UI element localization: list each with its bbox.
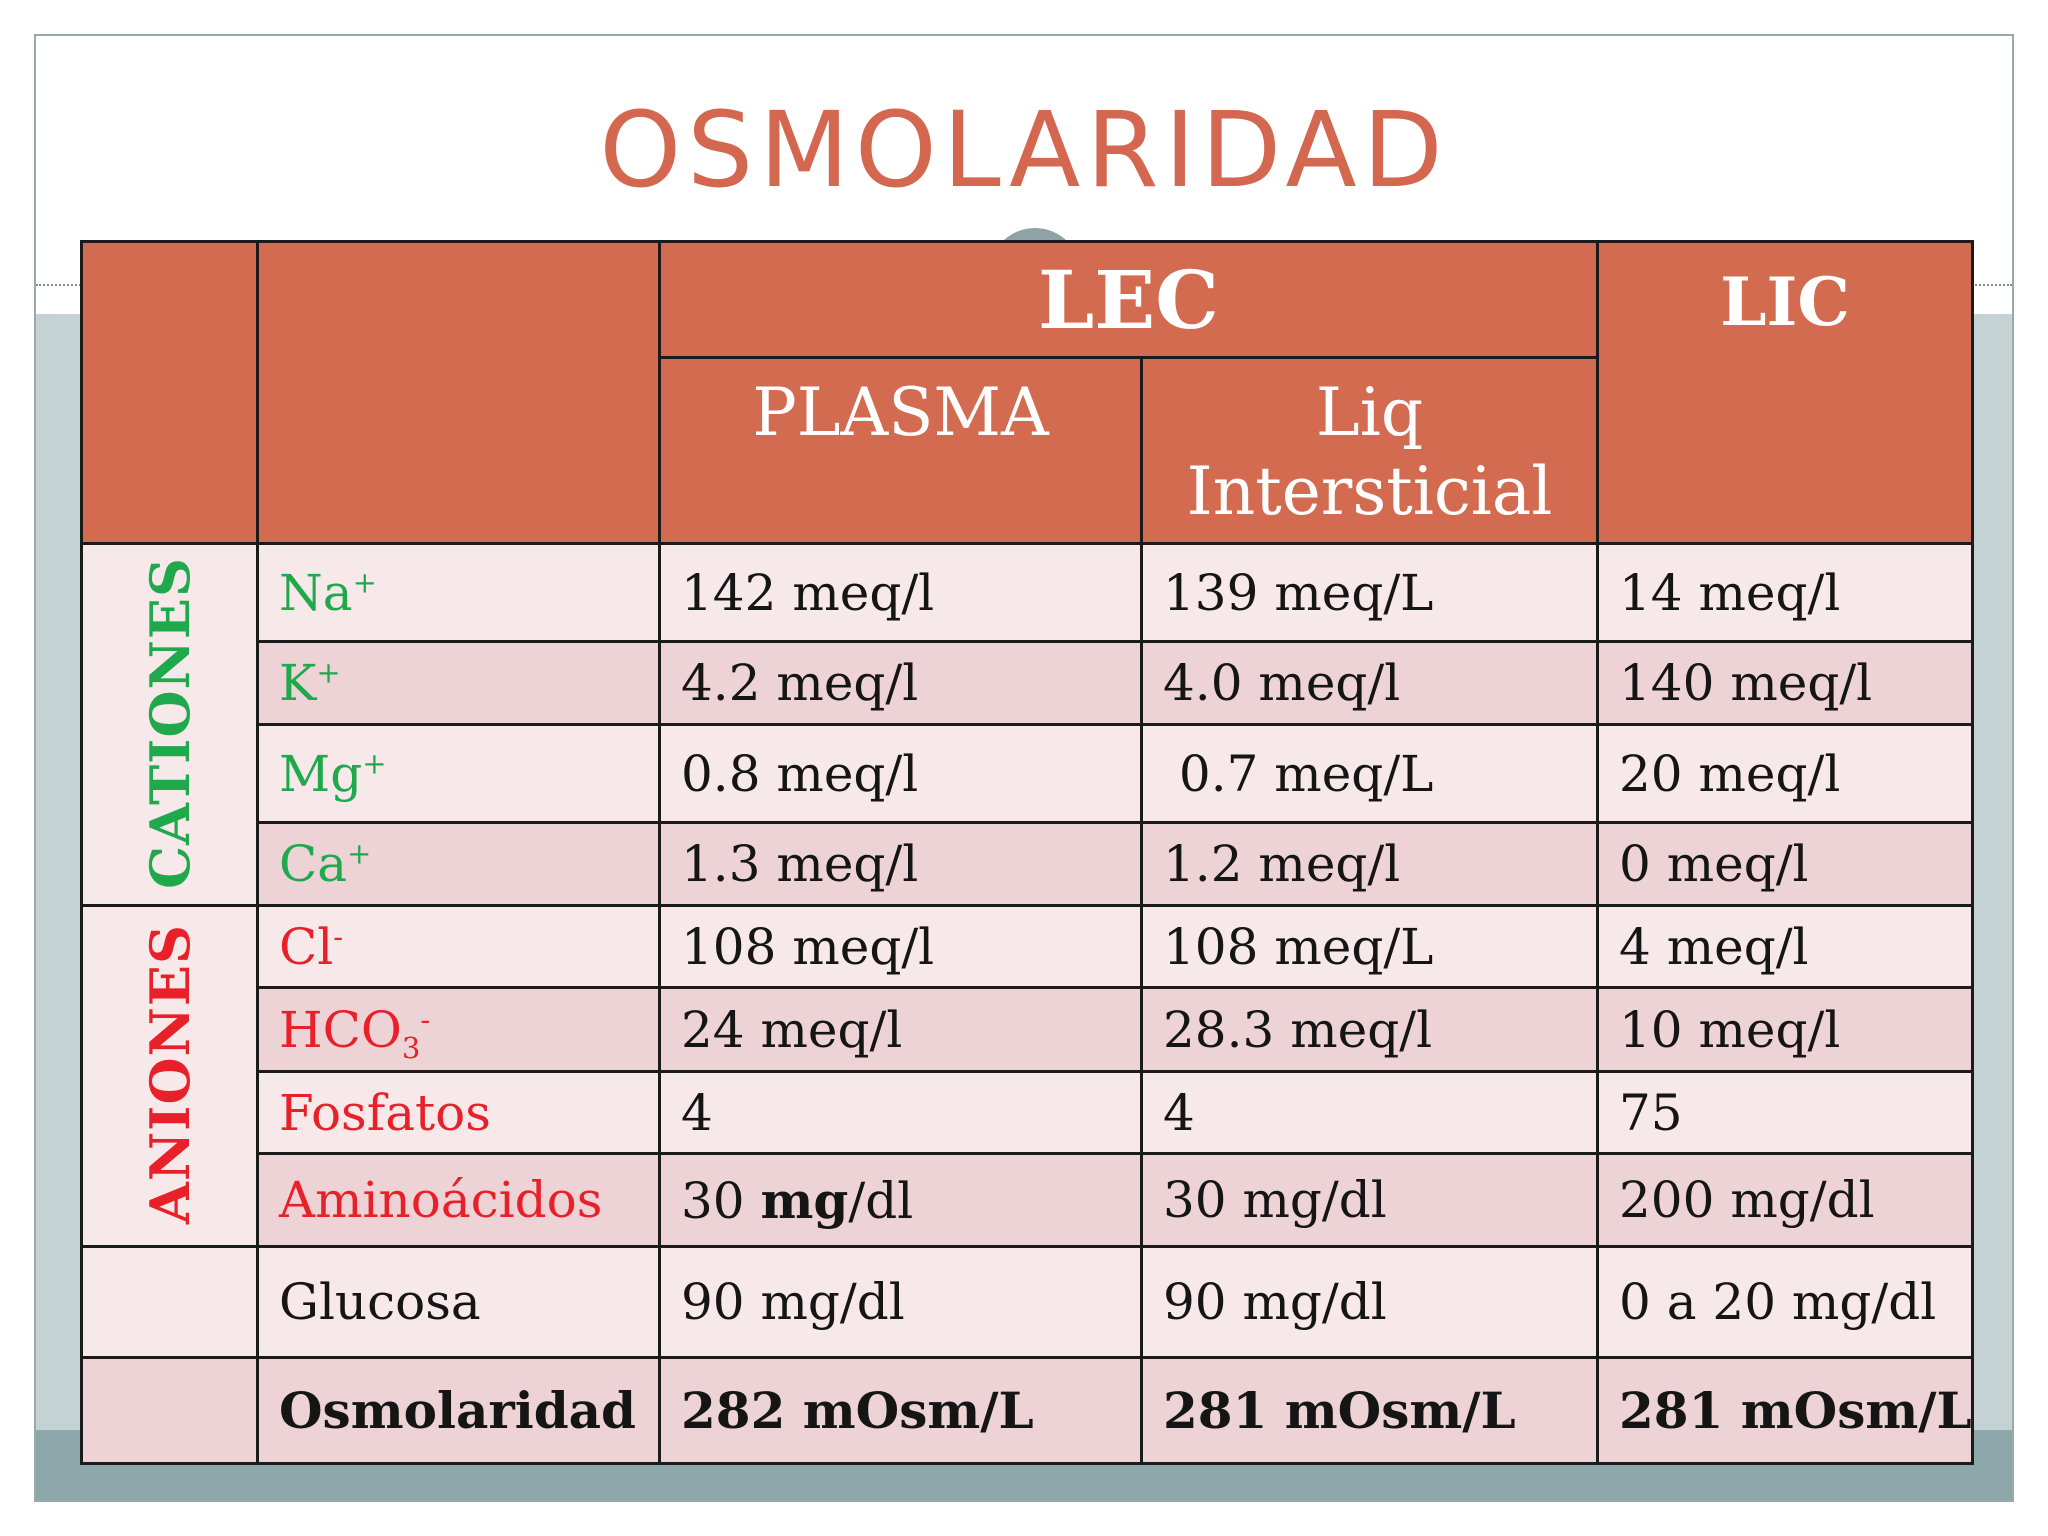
ion-cell: Na+ [256, 542, 661, 643]
lic-value: 200 mg/dl [1596, 1152, 1974, 1248]
header-row-sub: PLASMA Liq Intersticial [82, 356, 1973, 545]
intersticial-value: 4 [1140, 1070, 1599, 1155]
ion-charge: - [420, 1001, 431, 1036]
table-row: Mg+ 0.8 meq/l 0.7 meq/L 20 meq/l [81, 723, 1974, 824]
group-anions: ANIONES [80, 904, 259, 1248]
ion-cell: K+ [256, 640, 661, 726]
header-intersticial-line1: Liq [1315, 374, 1424, 451]
slide-title: OSMOLARIDAD [599, 89, 1449, 211]
table-row: Ca+ 1.3 meq/l 1.2 meq/l 0 meq/l [81, 821, 1974, 907]
table-row: Glucosa 90 mg/dl 90 mg/dl 0 a 20 mg/dl [80, 1245, 1974, 1359]
ion-name: Glucosa [279, 1273, 481, 1331]
lic-value: 281 mOsm/L [1596, 1356, 1974, 1465]
ion-subscript: 3 [401, 1030, 421, 1065]
table-row: Fosfatos 4 4 75 [81, 1070, 1974, 1155]
table-row: ANIONES Cl- 108 meq/l 108 meq/L 4 meq/l [80, 904, 1974, 1248]
header-empty-ion [256, 240, 661, 545]
lic-value: 0 a 20 mg/dl [1596, 1245, 1974, 1359]
plasma-value: 24 meq/l [658, 986, 1143, 1073]
ion-name: Osmolaridad [279, 1381, 637, 1440]
table-row: CATIONES Na+ 142 meq/l 139 meq/L 14 meq/… [80, 542, 1974, 907]
group-empty [80, 1245, 259, 1359]
ion-charge: + [316, 655, 341, 690]
header-lic: LIC [1596, 240, 1974, 545]
ion-cell: Fosfatos [256, 1070, 661, 1155]
ion-cell: Ca+ [256, 821, 661, 907]
lic-value: 0 meq/l [1596, 821, 1974, 907]
ion-name: HCO [279, 1000, 402, 1059]
ion-name: Fosfatos [279, 1083, 491, 1142]
intersticial-value: 0.7 meq/L [1140, 723, 1599, 824]
header-row-top: LEC LIC [80, 240, 1974, 545]
group-cations-label: CATIONES [137, 556, 202, 889]
lic-value: 75 [1596, 1070, 1974, 1155]
header-plasma: PLASMA [658, 356, 1143, 545]
ion-charge: + [347, 836, 372, 871]
plasma-value: 4 [658, 1070, 1143, 1155]
table-row: K+ 4.2 meq/l 4.0 meq/l 140 meq/l [81, 640, 1974, 726]
ion-cell: Glucosa [256, 1245, 661, 1359]
lic-value: 140 meq/l [1596, 640, 1974, 726]
plasma-value: 108 meq/l [658, 904, 1143, 989]
table-row-total: Osmolaridad 282 mOsm/L 281 mOsm/L 281 mO… [80, 1356, 1974, 1465]
group-empty [80, 1356, 259, 1465]
plasma-value-unit-bold: mg [760, 1170, 849, 1230]
intersticial-value: 90 mg/dl [1140, 1245, 1599, 1359]
ion-charge: + [352, 564, 377, 599]
ion-cell: Mg+ [256, 723, 661, 824]
ion-name: Aminoácidos [279, 1171, 603, 1229]
plasma-value-number: 30 [681, 1171, 745, 1230]
intersticial-value: 28.3 meq/l [1140, 986, 1599, 1073]
ion-name: Cl [279, 917, 334, 976]
plasma-value: 90 mg/dl [658, 1245, 1143, 1359]
header-lec: LEC [658, 240, 1599, 359]
ion-cell: Osmolaridad [256, 1356, 661, 1465]
intersticial-value: 1.2 meq/l [1140, 821, 1599, 907]
lic-value: 14 meq/l [1596, 542, 1974, 643]
plasma-value: 1.3 meq/l [658, 821, 1143, 907]
ion-name: Ca [279, 835, 348, 893]
plasma-value: 4.2 meq/l [658, 640, 1143, 726]
intersticial-value: 281 mOsm/L [1140, 1356, 1599, 1465]
header-intersticial: Liq Intersticial [1140, 356, 1599, 545]
ion-cell: Cl- [256, 904, 661, 989]
plasma-value-unit-rest: /dl [848, 1171, 914, 1230]
header-intersticial-line2: Intersticial [1186, 453, 1553, 531]
intersticial-value: 4.0 meq/l [1140, 640, 1599, 726]
table-row: Aminoácidos 30 mg/dl 30 mg/dl 200 mg/dl [81, 1152, 1974, 1248]
lic-value: 20 meq/l [1596, 723, 1974, 824]
intersticial-value: 108 meq/L [1140, 904, 1599, 989]
osmolarity-table: LEC LIC PLASMA Liq Intersticial CATIONES … [80, 240, 1974, 1465]
ion-name: K [279, 654, 317, 712]
group-anions-label: ANIONES [137, 923, 202, 1225]
lic-value: 4 meq/l [1596, 904, 1974, 989]
ion-cell: HCO3- [256, 986, 661, 1073]
plasma-value: 30 mg/dl [658, 1152, 1143, 1248]
intersticial-value: 30 mg/dl [1140, 1152, 1599, 1248]
plasma-value: 0.8 meq/l [658, 723, 1143, 824]
plasma-value: 282 mOsm/L [658, 1356, 1143, 1465]
ion-charge: - [333, 918, 344, 953]
plasma-value: 142 meq/l [658, 542, 1143, 643]
header-plasma-label: PLASMA [752, 374, 1049, 451]
header-empty-group [80, 240, 259, 545]
intersticial-value: 139 meq/L [1140, 542, 1599, 643]
group-cations: CATIONES [80, 542, 259, 907]
ion-charge: + [362, 745, 387, 780]
table-row: HCO3- 24 meq/l 28.3 meq/l 10 meq/l [81, 986, 1974, 1073]
lic-value: 10 meq/l [1596, 986, 1974, 1073]
ion-name: Na [279, 563, 353, 622]
ion-name: Mg [279, 744, 363, 803]
ion-cell: Aminoácidos [256, 1152, 661, 1248]
